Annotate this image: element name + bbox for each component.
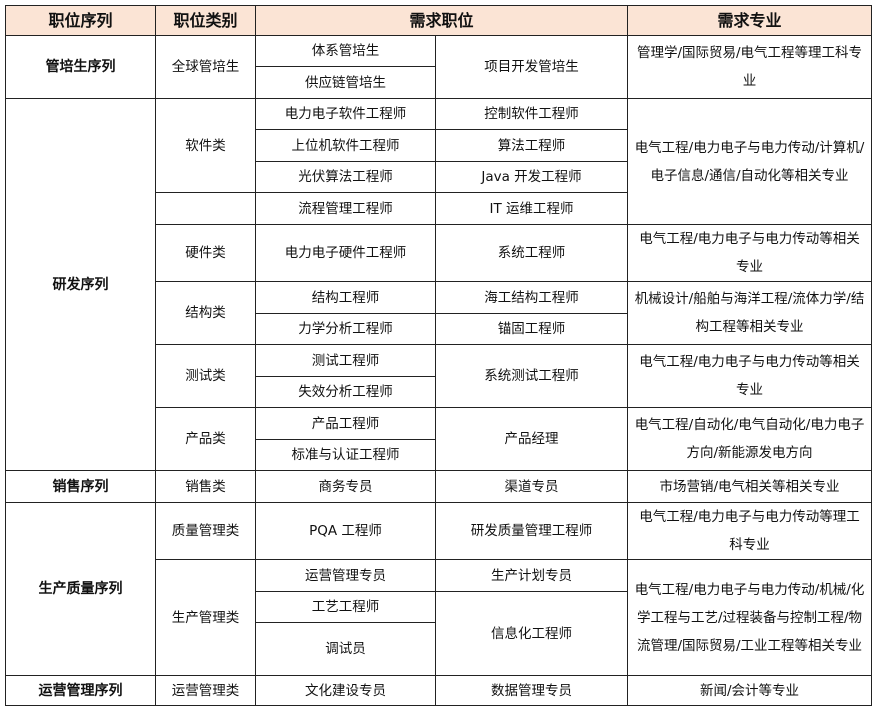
header-majors: 需求专业 [627,5,873,36]
table-row: 供应链管培生 [6,66,872,99]
major-cell: 新闻/会计等专业 [627,675,873,706]
position-cell: 文化建设专员 [255,675,436,706]
position-cell: 力学分析工程师 [255,313,436,345]
empty-category-cell [155,192,256,225]
position-cell: 电力电子硬件工程师 [255,224,436,282]
position-cell: Java 开发工程师 [434,161,629,193]
position-cell: IT 运维工程师 [434,192,629,225]
major-cell: 电气工程/电力电子与电力传动/机械/化学工程与工艺/过程装备与控制工程/物流管理… [627,559,873,676]
position-cell: 流程管理工程师 [255,192,436,225]
major-cell: 电气工程/自动化/电气自动化/电力电子方向/新能源发电方向 [627,407,873,471]
position-cell: 生产计划专员 [434,559,629,592]
table-row: 运营管理序列 运营管理类 文化建设专员 数据管理专员 新闻/会计等专业 [5,675,873,706]
table-row: 结构类 结构工程师 海工结构工程师 机械设计/船舶与海洋工程/流体力学/结构工程… [6,281,873,345]
header-positions: 需求职位 [254,5,629,36]
major-cell: 电气工程/电力电子与电力传动等相关专业 [627,344,873,408]
position-cell: 测试工程师 [255,344,436,377]
category-cell: 结构类 [155,281,256,345]
category-cell: 质量管理类 [155,502,256,560]
major-cell: 机械设计/船舶与海洋工程/流体力学/结构工程等相关专业 [627,281,873,345]
table-row: 测试类 测试工程师 系统测试工程师 电气工程/电力电子与电力传动等相关专业 [6,344,873,408]
position-cell: 标准与认证工程师 [255,439,436,471]
major-cell: 电气工程/电力电子与电力传动等相关专业 [627,224,873,282]
table-row: 光伏算法工程师 Java 开发工程师 [6,161,872,193]
table-row: 工艺工程师 信息化工程师 [6,591,872,676]
position-cell: 信息化工程师 [434,591,629,676]
position-cell: 海工结构工程师 [434,281,629,314]
position-cell: 上位机软件工程师 [255,129,436,162]
position-cell: 产品经理 [434,407,629,471]
sequence-cell: 运营管理序列 [5,675,156,706]
position-cell: 系统测试工程师 [434,344,629,408]
table-row: 研发序列 软件类 电力电子软件工程师 控制软件工程师 电气工程/电力电子与电力传… [5,98,873,471]
position-cell: 数据管理专员 [434,675,629,706]
position-cell: 控制软件工程师 [434,98,629,130]
position-cell: 渠道专员 [434,470,629,503]
recruitment-table: 职位序列 职位类别 需求职位 需求专业 管培生序列 全球管培生 体系管培生 项目… [5,5,873,706]
table-row: 销售序列 销售类 商务专员 渠道专员 市场营销/电气相关等相关专业 [5,470,873,503]
position-cell: 研发质量管理工程师 [434,502,629,560]
position-cell: 商务专员 [255,470,436,503]
sequence-cell: 销售序列 [5,470,156,503]
table-row: 上位机软件工程师 算法工程师 [6,129,872,162]
header-row: 职位序列 职位类别 需求职位 需求专业 [5,5,873,36]
position-cell: 体系管培生 [255,35,436,67]
sequence-cell: 生产质量序列 [5,502,156,676]
position-cell: 工艺工程师 [255,591,436,623]
category-cell: 测试类 [155,344,256,408]
position-cell: 结构工程师 [255,281,436,314]
category-cell: 全球管培生 [155,35,256,99]
position-cell: 产品工程师 [255,407,436,440]
major-cell: 电气工程/电力电子与电力传动/计算机/电子信息/通信/自动化等相关专业 [627,98,873,225]
position-cell: 系统工程师 [434,224,629,282]
category-cell: 运营管理类 [155,675,256,706]
position-cell: PQA 工程师 [255,502,436,560]
major-cell: 管理学/国际贸易/电气工程等理工科专业 [627,35,873,99]
table-row: 硬件类 电力电子硬件工程师 系统工程师 电气工程/电力电子与电力传动等相关专业 [6,224,873,282]
table-row: 标准与认证工程师 [6,439,872,471]
table-row: 失效分析工程师 [6,376,872,408]
table-row: 管培生序列 全球管培生 体系管培生 项目开发管培生 管理学/国际贸易/电气工程等… [5,35,873,99]
position-cell: 失效分析工程师 [255,376,436,408]
position-cell: 光伏算法工程师 [255,161,436,193]
category-cell: 硬件类 [155,224,256,282]
major-cell: 市场营销/电气相关等相关专业 [627,470,873,503]
position-cell: 电力电子软件工程师 [255,98,436,130]
category-cell: 销售类 [155,470,256,503]
header-sequence: 职位序列 [5,5,156,36]
position-cell: 算法工程师 [434,129,629,162]
category-cell: 生产管理类 [155,559,256,676]
position-cell: 运营管理专员 [255,559,436,592]
table-row: 生产管理类 运营管理专员 生产计划专员 电气工程/电力电子与电力传动/机械/化学… [6,559,873,676]
major-cell: 电气工程/电力电子与电力传动等理工科专业 [627,502,873,560]
position-cell: 锚固工程师 [434,313,629,345]
category-cell: 软件类 [155,98,256,193]
sequence-cell: 管培生序列 [5,35,156,99]
position-cell: 调试员 [255,622,436,676]
position-cell: 供应链管培生 [255,66,436,99]
header-category: 职位类别 [155,5,256,36]
position-cell: 项目开发管培生 [434,35,629,99]
table-row: 生产质量序列 质量管理类 PQA 工程师 研发质量管理工程师 电气工程/电力电子… [5,502,873,676]
sequence-cell: 研发序列 [5,98,156,471]
category-cell: 产品类 [155,407,256,471]
table-row: 流程管理工程师 IT 运维工程师 [6,192,872,225]
